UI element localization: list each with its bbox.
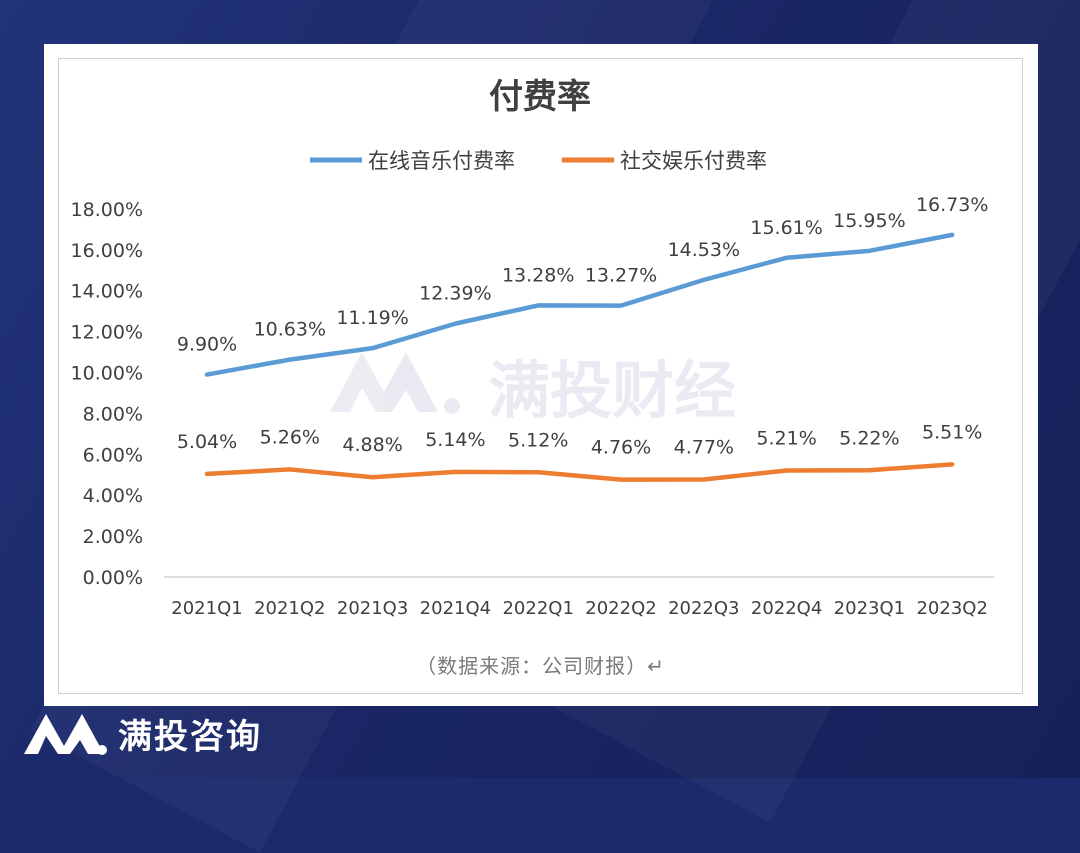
watermark-text: 满投财经 <box>488 354 736 427</box>
watermark-logo-icon <box>330 352 438 412</box>
y-tick-label: 8.00% <box>83 403 143 425</box>
y-tick-label: 0.00% <box>83 567 143 589</box>
y-tick-label: 12.00% <box>71 322 143 344</box>
source-note: （数据来源：公司财报）↵ <box>58 650 1023 679</box>
x-tick-label: 2023Q1 <box>834 598 905 619</box>
data-label: 9.90% <box>177 334 237 356</box>
data-label: 16.73% <box>916 194 988 216</box>
x-tick-label: 2022Q2 <box>585 598 656 619</box>
x-tick-label: 2021Q3 <box>337 598 408 619</box>
data-label: 5.12% <box>508 429 568 451</box>
x-tick-label: 2021Q1 <box>171 598 242 619</box>
y-tick-label: 14.00% <box>71 281 143 303</box>
data-label: 12.39% <box>419 283 491 305</box>
brand-logo-icon <box>22 710 108 756</box>
watermark: 满投财经 <box>330 352 736 427</box>
x-tick-label: 2022Q3 <box>668 598 739 619</box>
data-label: 5.26% <box>260 426 320 448</box>
y-tick-label: 10.00% <box>71 363 143 385</box>
x-tick-label: 2022Q4 <box>751 598 822 619</box>
watermark-logo-dot <box>444 398 460 414</box>
data-label: 5.14% <box>425 429 485 451</box>
series-line-social-entertainment <box>207 464 952 479</box>
y-tick-label: 18.00% <box>71 199 143 221</box>
data-label: 5.51% <box>922 421 982 443</box>
legend-label-online-music: 在线音乐付费率 <box>368 149 515 173</box>
data-label: 5.22% <box>839 427 899 449</box>
data-label: 10.63% <box>254 319 326 341</box>
data-label: 15.95% <box>833 210 905 232</box>
x-tick-label: 2021Q4 <box>420 598 491 619</box>
data-label: 5.04% <box>177 431 237 453</box>
brand-name: 满投咨询 <box>118 709 262 758</box>
y-tick-label: 6.00% <box>83 444 143 466</box>
y-tick-label: 16.00% <box>71 240 143 262</box>
data-label: 14.53% <box>668 239 740 261</box>
x-tick-label: 2022Q1 <box>502 598 573 619</box>
data-label: 15.61% <box>750 217 822 239</box>
footer-brand: 满投咨询 <box>22 708 262 758</box>
y-tick-label: 2.00% <box>83 526 143 548</box>
data-label: 4.88% <box>342 434 402 456</box>
data-label: 11.19% <box>336 307 408 329</box>
legend-label-social-entertainment: 社交娱乐付费率 <box>620 149 767 173</box>
x-axis-ticks: 2021Q1 2021Q2 2021Q3 2021Q4 2022Q1 2022Q2 2022… <box>171 598 988 619</box>
data-label: 13.27% <box>585 265 657 287</box>
data-label: 13.28% <box>502 264 574 286</box>
data-label: 4.77% <box>674 436 734 458</box>
chart-title: 付费率 <box>489 77 591 117</box>
data-label: 4.76% <box>591 437 651 459</box>
y-axis-ticks: 0.00% 2.00% 4.00% 6.00% 8.00% 10.00% 12.00% 14.… <box>71 199 143 589</box>
legend: 在线音乐付费率 社交娱乐付费率 <box>310 149 767 173</box>
data-label: 5.21% <box>756 427 816 449</box>
y-tick-label: 4.00% <box>83 485 143 507</box>
x-tick-label: 2023Q2 <box>916 598 987 619</box>
x-tick-label: 2021Q2 <box>254 598 325 619</box>
